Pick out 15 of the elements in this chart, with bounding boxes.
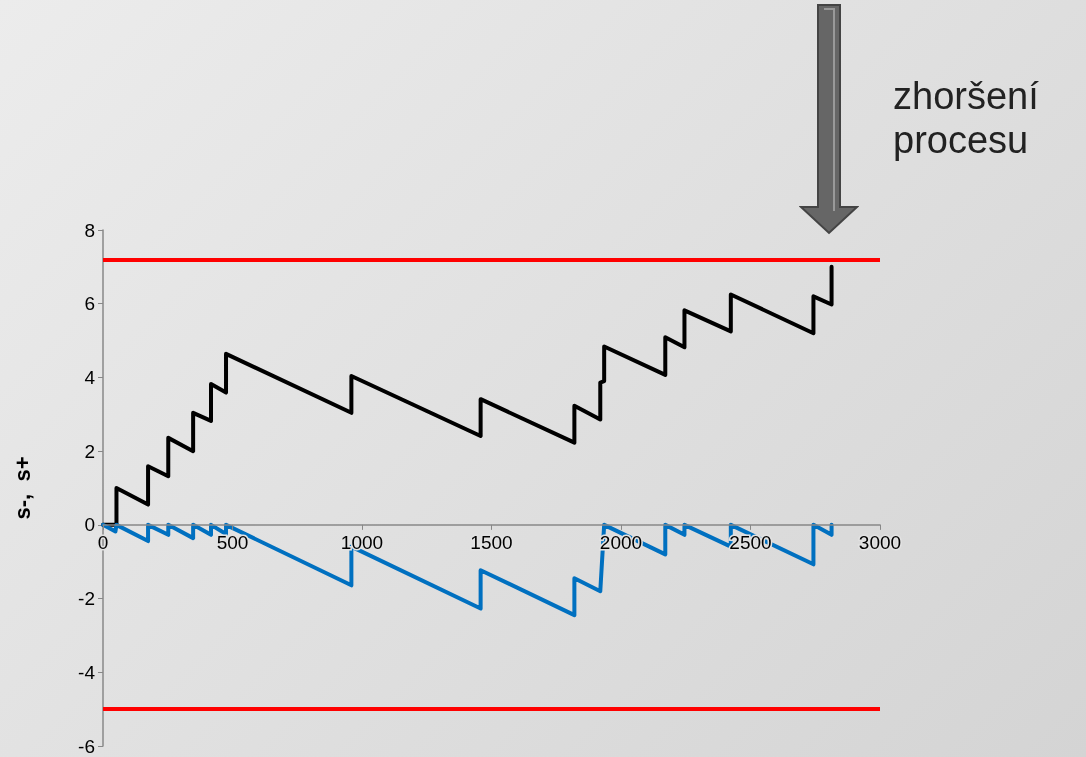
y-tick-label: -2: [78, 588, 95, 610]
y-axis-title: s-, s+: [9, 456, 35, 520]
x-tick-label: 1500: [470, 531, 513, 553]
y-tick-label: 6: [84, 293, 95, 315]
x-tick-label: 1000: [340, 531, 384, 553]
x-tick-label: 3000: [858, 531, 902, 553]
y-tick-label: -4: [78, 661, 96, 683]
line-series: [101, 264, 834, 527]
text: zhoršení procesu: [893, 74, 1040, 162]
y-tick-label: -6: [78, 735, 95, 757]
y-tick-label: 0: [84, 514, 95, 536]
y-tick-label: 4: [84, 366, 96, 388]
y-tick-label: 8: [84, 219, 95, 241]
x-tick-label: 500: [216, 531, 249, 553]
y-tick-label: 2: [84, 440, 95, 462]
